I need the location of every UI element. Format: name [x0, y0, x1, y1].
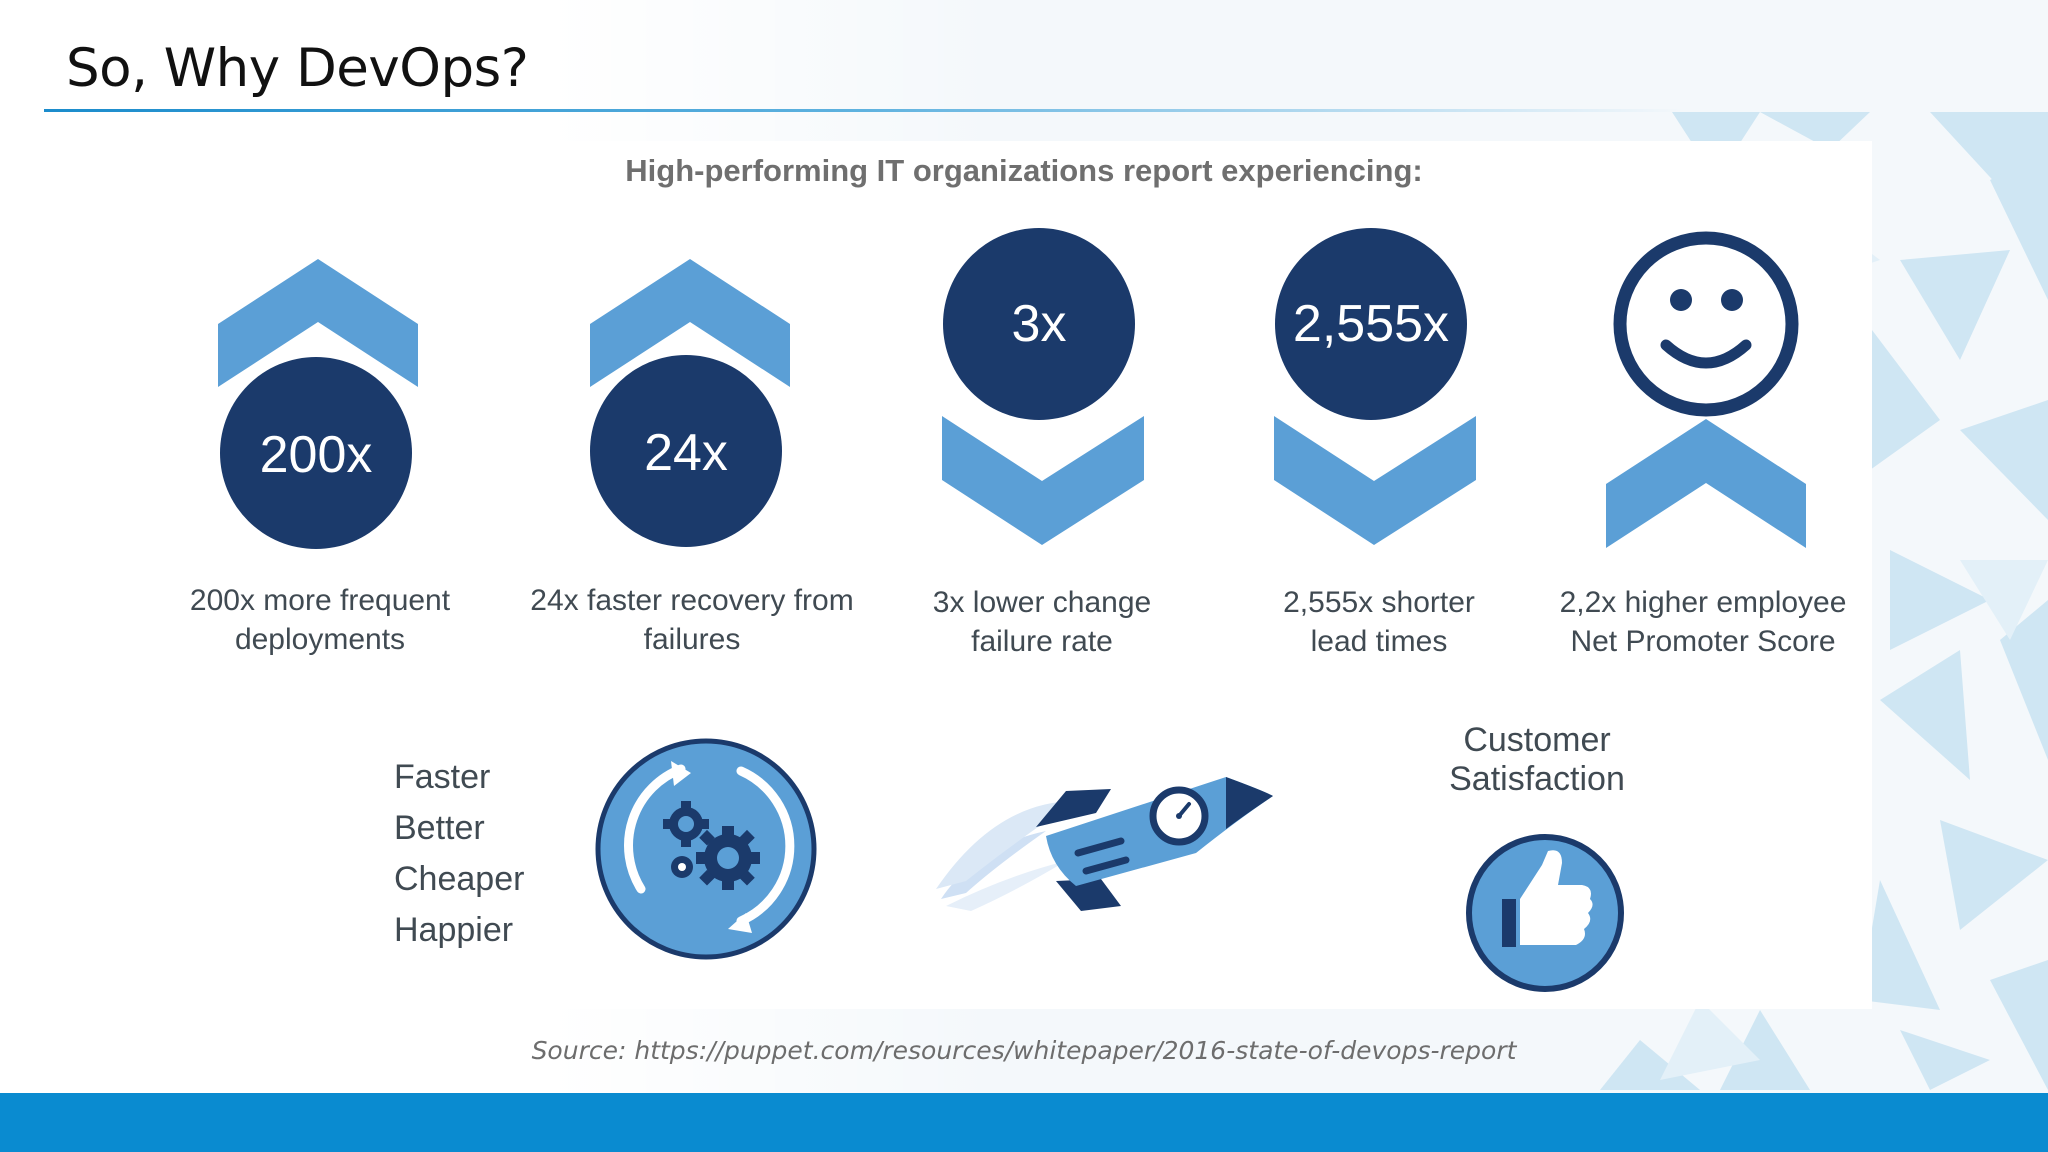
- stat-caption: 3x lower change failure rate: [862, 583, 1222, 661]
- stat-circle: [220, 357, 412, 549]
- infographic-graphics: [218, 228, 1806, 992]
- stat-caption-line: 200x more frequent: [189, 584, 451, 617]
- down-chevron-icon: [942, 416, 1144, 545]
- benefit-word: Better: [394, 809, 485, 847]
- footer-bar: [0, 1093, 2048, 1152]
- thumbs-up-icon: [1466, 834, 1624, 992]
- infographic-heading: High-performing IT organizations report …: [625, 153, 1423, 188]
- stat-value: 200x: [259, 426, 373, 484]
- stat-caption: 24x faster recovery from failures: [512, 581, 872, 659]
- stat-caption: 2,2x higher employee Net Promoter Score: [1523, 583, 1883, 661]
- stat-caption-line: deployments: [234, 623, 406, 656]
- stat-value: 24x: [644, 424, 728, 482]
- up-chevron-icon: [218, 259, 418, 387]
- gears-cycle-icon: [595, 738, 817, 960]
- rocket-icon: [936, 777, 1273, 911]
- stat-caption-line: 2,555x shorter: [1283, 586, 1475, 619]
- stat-circle: [943, 228, 1135, 420]
- stat-caption-line: 24x faster recovery from: [530, 584, 854, 617]
- benefit-word: Faster: [394, 758, 491, 796]
- customer-satisfaction-label: Customer Satisfaction: [1397, 721, 1677, 799]
- stat-caption-line: failures: [643, 623, 741, 656]
- stat-circle: [590, 355, 782, 547]
- smiley-face-icon: [1613, 231, 1799, 417]
- customer-satisfaction-line: Satisfaction: [1449, 760, 1625, 798]
- stat-value: 3x: [1011, 295, 1067, 353]
- stat-caption-line: 3x lower change: [932, 586, 1152, 619]
- stat-caption-line: 2,2x higher employee: [1559, 586, 1847, 619]
- up-chevron-icon: [1606, 419, 1806, 548]
- stat-circle: [1275, 228, 1467, 420]
- benefit-word: Cheaper: [394, 860, 525, 898]
- stat-value: 2,555x: [1292, 295, 1450, 353]
- title-underline: [44, 109, 1684, 112]
- benefit-word: Happier: [394, 911, 514, 949]
- up-chevron-icon: [590, 259, 790, 387]
- stat-caption-line: lead times: [1310, 625, 1448, 658]
- slide-title: So, Why DevOps?: [66, 38, 529, 99]
- down-chevron-icon: [1274, 416, 1476, 545]
- source-citation: Source: https://puppet.com/resources/whi…: [531, 1036, 1517, 1065]
- stat-caption: 200x more frequent deployments: [140, 581, 500, 659]
- stat-caption: 2,555x shorter lead times: [1199, 583, 1559, 661]
- stat-caption-line: Net Promoter Score: [1570, 625, 1836, 658]
- stat-caption-line: failure rate: [971, 625, 1113, 658]
- customer-satisfaction-line: Customer: [1463, 721, 1611, 759]
- infographic-panel: High-performing IT organizations report …: [176, 141, 1872, 1009]
